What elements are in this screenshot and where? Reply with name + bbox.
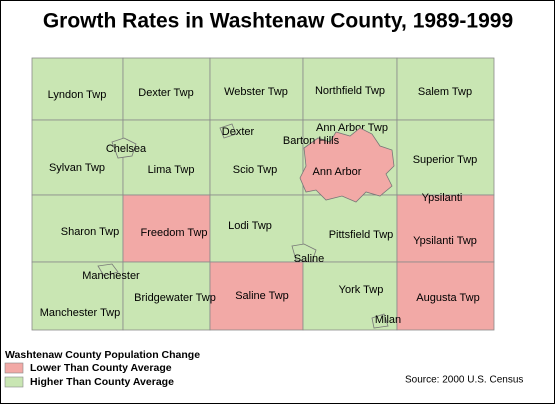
city-label: Barton Hills bbox=[283, 135, 340, 147]
township-label: Dexter Twp bbox=[138, 87, 193, 99]
township-area bbox=[31, 119, 124, 196]
township-area bbox=[122, 194, 211, 263]
township-area bbox=[302, 194, 398, 263]
city-label: Chelsea bbox=[106, 143, 147, 155]
city-label: Milan bbox=[375, 314, 401, 326]
township-label: Lodi Twp bbox=[228, 220, 272, 232]
legend-swatch bbox=[4, 362, 24, 374]
township-area bbox=[209, 194, 304, 263]
township-area bbox=[396, 119, 495, 196]
city-label: Dexter bbox=[222, 126, 255, 138]
city-label: Manchester bbox=[82, 270, 140, 282]
township-label: Bridgewater Twp bbox=[134, 292, 216, 304]
manchester-city bbox=[97, 263, 119, 277]
chelsea-city bbox=[111, 137, 137, 159]
township-label: Salem Twp bbox=[418, 86, 472, 98]
township-label: Lima Twp bbox=[148, 164, 195, 176]
township-area bbox=[396, 57, 495, 121]
townships: Lyndon Twp Dexter Twp Webster Twp Northfiel… bbox=[31, 57, 495, 331]
township-area bbox=[122, 261, 211, 331]
township-label: Manchester Twp bbox=[40, 307, 121, 319]
legend-swatch bbox=[4, 376, 24, 388]
township-label: Sylvan Twp bbox=[49, 162, 105, 174]
township-area bbox=[302, 57, 398, 121]
city-label: Ann Arbor bbox=[313, 166, 362, 178]
township-label: Superior Twp bbox=[413, 154, 478, 166]
township-label: Saline Twp bbox=[235, 290, 289, 302]
township-area bbox=[209, 57, 304, 121]
saline-city bbox=[291, 243, 317, 263]
township-label: Ann Arbor Twp bbox=[316, 122, 388, 134]
township-label: Webster Twp bbox=[224, 86, 288, 98]
legend-label: Lower Than County Average bbox=[30, 362, 172, 374]
ann-arbor-city bbox=[299, 127, 395, 203]
legend-title: Washtenaw County Population Change bbox=[5, 349, 200, 361]
township-label: Northfield Twp bbox=[315, 85, 385, 97]
title: Growth Rates in Washtenaw County, 1989-1… bbox=[43, 10, 513, 33]
township-label: York Twp bbox=[339, 284, 384, 296]
dexter-city bbox=[219, 123, 237, 139]
township-label: Scio Twp bbox=[233, 164, 277, 176]
township-area bbox=[31, 194, 124, 263]
township-label: Freedom Twp bbox=[140, 227, 207, 239]
township-area bbox=[31, 57, 124, 121]
city-label: Ypsilanti bbox=[422, 192, 463, 204]
township-label: Ypsilanti Twp bbox=[413, 235, 477, 247]
city-label: Saline bbox=[294, 253, 325, 265]
milan-city bbox=[371, 313, 389, 329]
township-area bbox=[122, 57, 211, 121]
township-label: Sharon Twp bbox=[61, 226, 120, 238]
township-label: Pittsfield Twp bbox=[329, 229, 394, 241]
source: Source: 2000 U.S. Census bbox=[405, 375, 523, 386]
township-label: Lyndon Twp bbox=[48, 89, 107, 101]
legend-label: Higher Than County Average bbox=[30, 376, 174, 388]
city-labels: Chelsea Dexter Barton Hills Ann Arbor Ypsila… bbox=[82, 126, 462, 326]
legend: Lower Than County Average Higher Than Cou… bbox=[4, 362, 174, 388]
township-area bbox=[209, 261, 304, 331]
township-area bbox=[122, 119, 211, 196]
township-label: Augusta Twp bbox=[416, 292, 479, 304]
township-area bbox=[396, 194, 495, 263]
township-area bbox=[396, 261, 495, 331]
